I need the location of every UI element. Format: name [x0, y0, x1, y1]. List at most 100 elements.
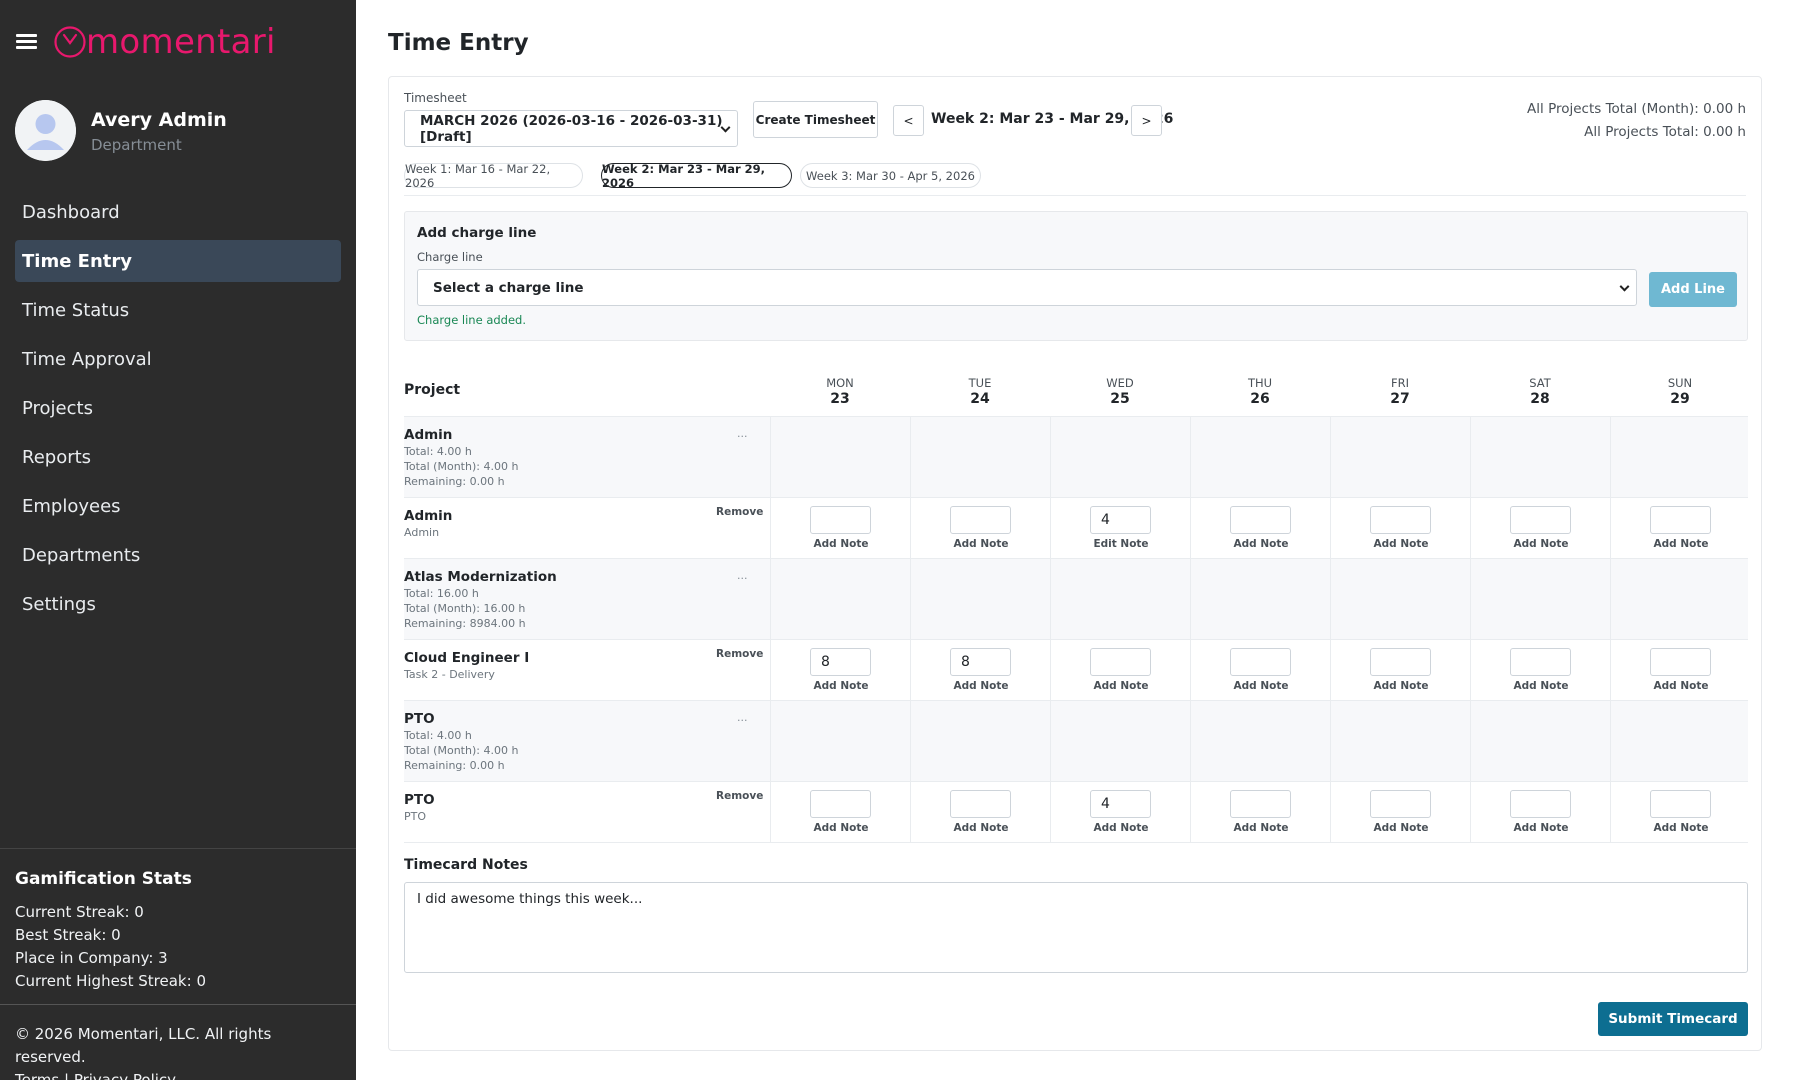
day-cell	[910, 701, 1050, 781]
sidebar-item-employees[interactable]: Employees	[22, 495, 121, 517]
charge-line-select-value: Select a charge line	[433, 279, 584, 296]
note-link[interactable]: Add Note	[1373, 822, 1429, 834]
day-cell	[1050, 701, 1190, 781]
next-week-button[interactable]: >	[1131, 105, 1162, 136]
hours-input[interactable]	[1650, 648, 1711, 676]
hours-input[interactable]: 4	[1090, 790, 1151, 818]
remove-line-button[interactable]: Remove	[716, 648, 764, 660]
note-link[interactable]: Add Note	[813, 680, 869, 692]
note-link[interactable]: Add Note	[1093, 822, 1149, 834]
note-link[interactable]: Add Note	[1373, 680, 1429, 692]
hours-input[interactable]	[950, 506, 1011, 534]
note-link[interactable]: Edit Note	[1093, 538, 1149, 550]
hours-input[interactable]	[1510, 790, 1571, 818]
current-streak: Current Streak: 0	[15, 903, 144, 921]
hours-input[interactable]	[810, 790, 871, 818]
note-link[interactable]: Add Note	[1653, 680, 1709, 692]
day-header-tue: TUE 24	[910, 375, 1050, 408]
terms-link[interactable]: Terms	[15, 1071, 60, 1080]
privacy-policy-link[interactable]: Privacy Policy	[73, 1071, 177, 1080]
row-stat: Total (Month): 4.00 h	[404, 460, 519, 473]
row-title: PTO	[404, 792, 435, 808]
note-link[interactable]: Add Note	[1373, 538, 1429, 550]
row-stat: Total: 16.00 h	[404, 587, 479, 600]
note-link[interactable]: Add Note	[1233, 822, 1289, 834]
hours-input[interactable]	[950, 790, 1011, 818]
hours-input[interactable]	[1370, 790, 1431, 818]
project-totals: All Projects Total (Month): 0.00 h All P…	[1527, 98, 1746, 144]
more-options-icon[interactable]: ...	[737, 427, 748, 440]
row-stat: Remaining: 0.00 h	[404, 475, 505, 488]
note-link[interactable]: Add Note	[1513, 680, 1569, 692]
hours-input[interactable]	[810, 506, 871, 534]
day-date: 28	[1530, 391, 1550, 407]
prev-week-button[interactable]: <	[893, 105, 924, 136]
hours-input[interactable]: 4	[1090, 506, 1151, 534]
hours-input[interactable]	[1370, 648, 1431, 676]
sidebar-item-time-status[interactable]: Time Status	[22, 299, 130, 321]
note-link[interactable]: Add Note	[953, 680, 1009, 692]
day-header-wed: WED 25	[1050, 375, 1190, 408]
sidebar-item-departments[interactable]: Departments	[22, 544, 141, 566]
clock-logo-icon	[54, 26, 86, 58]
day-cell	[1330, 701, 1470, 781]
hours-input[interactable]	[1230, 790, 1291, 818]
sidebar-item-dashboard[interactable]: Dashboard	[22, 201, 120, 223]
row-title: Atlas Modernization	[404, 569, 557, 585]
note-link[interactable]: Add Note	[953, 822, 1009, 834]
note-link[interactable]: Add Note	[1653, 538, 1709, 550]
week-tab-3[interactable]: Week 3: Mar 30 - Apr 5, 2026	[800, 163, 981, 188]
day-header-sun: SUN 29	[1610, 375, 1750, 408]
note-link[interactable]: Add Note	[1093, 680, 1149, 692]
sidebar-item-time-entry[interactable]: Time Entry	[15, 240, 341, 282]
hours-input[interactable]	[1090, 648, 1151, 676]
hours-input[interactable]	[1230, 506, 1291, 534]
timecard-notes-textarea[interactable]: I did awesome things this week...	[404, 882, 1748, 973]
project-group-row: PTO Total: 4.00 h Total (Month): 4.00 h Rem…	[404, 701, 1748, 782]
week-tab-2[interactable]: Week 2: Mar 23 - Mar 29, 2026	[601, 162, 792, 190]
note-link[interactable]: Add Note	[1653, 822, 1709, 834]
remove-line-button[interactable]: Remove	[716, 506, 764, 518]
timesheet-select[interactable]: MARCH 2026 (2026-03-16 - 2026-03-31) [Dr…	[404, 110, 738, 147]
hours-input[interactable]	[1230, 648, 1291, 676]
add-line-button[interactable]: Add Line	[1649, 272, 1737, 307]
hours-input[interactable]	[1370, 506, 1431, 534]
day-cell	[1190, 559, 1330, 639]
note-link[interactable]: Add Note	[813, 538, 869, 550]
sidebar-item-projects[interactable]: Projects	[22, 397, 93, 419]
hours-input[interactable]	[1510, 648, 1571, 676]
charge-line-select[interactable]: Select a charge line	[417, 269, 1637, 306]
note-link[interactable]: Add Note	[1513, 538, 1569, 550]
timesheet-select-value: MARCH 2026 (2026-03-16 - 2026-03-31) [Dr…	[420, 112, 723, 145]
day-cell: Add Note	[1610, 782, 1750, 842]
remove-line-button[interactable]: Remove	[716, 790, 764, 802]
submit-timecard-button[interactable]: Submit Timecard	[1598, 1002, 1748, 1036]
project-group-row: Admin Total: 4.00 h Total (Month): 4.00 h R…	[404, 417, 1748, 498]
hours-input[interactable]: 8	[810, 648, 871, 676]
create-timesheet-button[interactable]: Create Timesheet	[753, 101, 878, 138]
footer-separator: |	[63, 1071, 70, 1080]
hours-input[interactable]	[1650, 790, 1711, 818]
more-options-icon[interactable]: ...	[737, 569, 748, 582]
note-link[interactable]: Add Note	[1233, 680, 1289, 692]
hours-input[interactable]: 8	[950, 648, 1011, 676]
hours-input[interactable]	[1510, 506, 1571, 534]
note-link[interactable]: Add Note	[1513, 822, 1569, 834]
day-header-sat: SAT 28	[1470, 375, 1610, 408]
sidebar-item-time-approval[interactable]: Time Approval	[22, 348, 152, 370]
week-tab-1[interactable]: Week 1: Mar 16 - Mar 22, 2026	[404, 162, 583, 190]
more-options-icon[interactable]: ...	[737, 711, 748, 724]
menu-icon[interactable]	[16, 34, 37, 50]
note-link[interactable]: Add Note	[1233, 538, 1289, 550]
avatar[interactable]	[15, 100, 76, 161]
sidebar-item-settings[interactable]: Settings	[22, 593, 96, 615]
day-cell: Add Note	[1050, 640, 1190, 700]
hours-input[interactable]	[1650, 506, 1711, 534]
sidebar-item-reports[interactable]: Reports	[22, 446, 92, 468]
note-link[interactable]: Add Note	[953, 538, 1009, 550]
place-in-company: Place in Company: 3	[15, 949, 168, 967]
charge-line-status-message: Charge line added.	[417, 313, 527, 327]
note-link[interactable]: Add Note	[813, 822, 869, 834]
user-profile: Avery Admin Department	[15, 100, 227, 161]
row-stat: Remaining: 0.00 h	[404, 759, 505, 772]
